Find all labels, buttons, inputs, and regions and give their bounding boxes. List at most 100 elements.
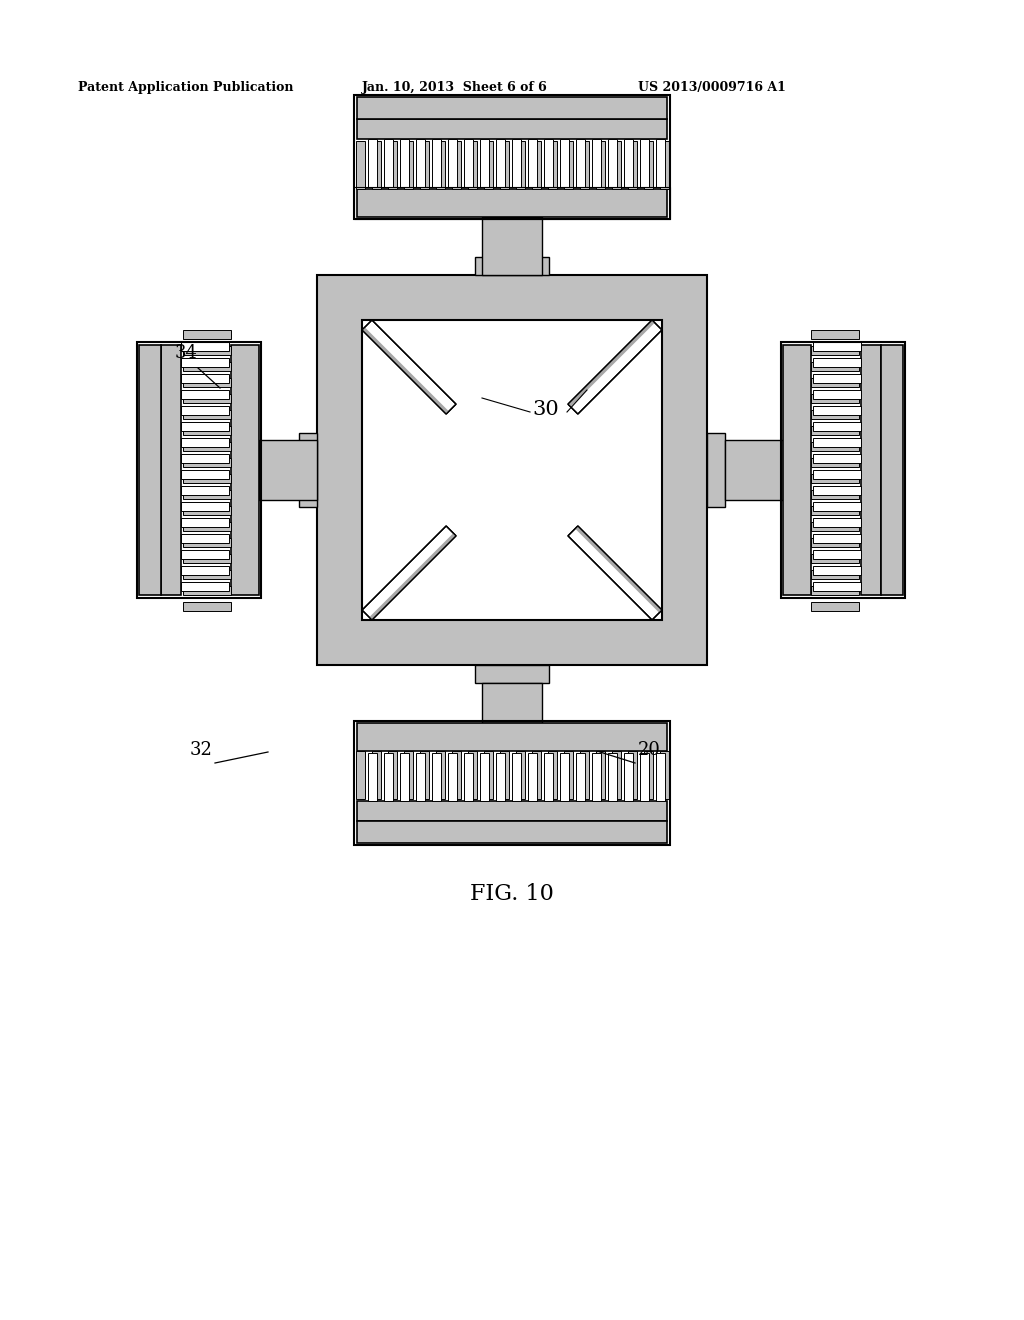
Polygon shape bbox=[370, 533, 456, 620]
Bar bbox=[357, 821, 667, 843]
Bar bbox=[512, 752, 521, 801]
Bar bbox=[813, 550, 861, 558]
Bar bbox=[416, 139, 425, 187]
Bar bbox=[372, 141, 381, 189]
Bar bbox=[357, 189, 667, 216]
Bar bbox=[183, 506, 231, 515]
Bar bbox=[813, 486, 861, 495]
Bar bbox=[480, 752, 489, 801]
Bar bbox=[468, 141, 477, 189]
Bar bbox=[183, 330, 231, 339]
Bar bbox=[183, 474, 231, 483]
Polygon shape bbox=[362, 319, 456, 414]
Bar bbox=[528, 139, 537, 187]
Bar bbox=[484, 751, 493, 799]
Bar bbox=[811, 426, 859, 436]
Bar bbox=[368, 139, 377, 187]
Bar bbox=[811, 411, 859, 418]
Bar bbox=[811, 554, 859, 564]
Bar bbox=[181, 374, 229, 383]
Bar bbox=[516, 141, 525, 189]
Bar bbox=[813, 454, 861, 463]
Bar bbox=[420, 751, 429, 799]
Bar bbox=[496, 139, 505, 187]
Polygon shape bbox=[568, 319, 662, 414]
Bar bbox=[183, 602, 231, 611]
Bar bbox=[183, 362, 231, 371]
Text: FIG. 10: FIG. 10 bbox=[470, 883, 554, 906]
Bar bbox=[449, 752, 457, 801]
Bar bbox=[813, 342, 861, 351]
Bar bbox=[181, 407, 229, 414]
Bar bbox=[813, 389, 861, 399]
Bar bbox=[183, 554, 231, 564]
Bar bbox=[183, 458, 231, 467]
Bar bbox=[368, 752, 377, 801]
Bar bbox=[183, 570, 231, 579]
Bar bbox=[183, 346, 231, 355]
Bar bbox=[813, 374, 861, 383]
Bar bbox=[317, 275, 707, 665]
Bar bbox=[420, 141, 429, 189]
Bar bbox=[660, 751, 669, 799]
Bar bbox=[813, 517, 861, 527]
Bar bbox=[516, 751, 525, 799]
Bar bbox=[548, 141, 557, 189]
Bar bbox=[813, 422, 861, 432]
Bar bbox=[544, 139, 553, 187]
Bar bbox=[400, 752, 409, 801]
Polygon shape bbox=[568, 319, 654, 407]
Bar bbox=[475, 257, 549, 275]
Bar bbox=[183, 521, 231, 531]
Text: 30: 30 bbox=[532, 400, 559, 418]
Text: Jan. 10, 2013  Sheet 6 of 6: Jan. 10, 2013 Sheet 6 of 6 bbox=[362, 82, 548, 95]
Bar bbox=[464, 139, 473, 187]
Bar bbox=[580, 751, 589, 799]
Bar bbox=[612, 751, 621, 799]
Bar bbox=[181, 358, 229, 367]
Bar bbox=[436, 751, 445, 799]
Bar bbox=[592, 139, 601, 187]
Bar bbox=[811, 490, 859, 499]
Bar bbox=[404, 751, 413, 799]
Bar bbox=[181, 470, 229, 479]
Bar bbox=[449, 139, 457, 187]
Bar bbox=[181, 438, 229, 447]
Bar bbox=[575, 139, 585, 187]
Bar bbox=[596, 141, 605, 189]
Bar bbox=[608, 139, 617, 187]
Bar bbox=[813, 582, 861, 591]
Bar bbox=[811, 602, 859, 611]
Bar bbox=[362, 319, 662, 620]
Bar bbox=[181, 535, 229, 543]
Bar bbox=[628, 751, 637, 799]
Bar bbox=[357, 723, 667, 751]
Bar bbox=[811, 346, 859, 355]
Bar bbox=[811, 474, 859, 483]
Bar bbox=[356, 751, 365, 799]
Bar bbox=[707, 433, 725, 507]
Bar bbox=[464, 752, 473, 801]
Bar bbox=[811, 458, 859, 467]
Bar bbox=[644, 751, 653, 799]
Bar bbox=[608, 752, 617, 801]
Bar bbox=[575, 752, 585, 801]
Bar bbox=[496, 752, 505, 801]
Bar bbox=[384, 139, 393, 187]
Bar bbox=[181, 550, 229, 558]
Bar bbox=[480, 139, 489, 187]
Polygon shape bbox=[362, 327, 449, 414]
Bar bbox=[372, 751, 381, 799]
Bar bbox=[624, 139, 633, 187]
Bar bbox=[183, 586, 231, 595]
Bar bbox=[532, 751, 541, 799]
Bar bbox=[811, 362, 859, 371]
Bar bbox=[354, 187, 670, 219]
Bar bbox=[354, 95, 670, 219]
Bar bbox=[482, 216, 542, 275]
Bar bbox=[388, 141, 397, 189]
Bar bbox=[548, 751, 557, 799]
Bar bbox=[811, 393, 859, 403]
Bar bbox=[181, 582, 229, 591]
Bar bbox=[432, 139, 441, 187]
